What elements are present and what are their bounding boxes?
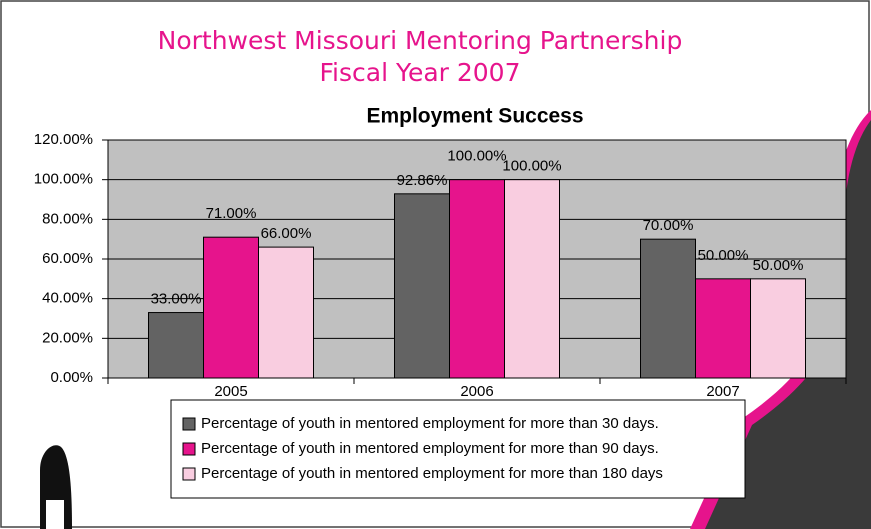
value-label: 100.00% (502, 158, 561, 175)
bar (204, 237, 259, 378)
bar (450, 180, 505, 378)
legend-swatch (183, 418, 195, 430)
value-label: 70.00% (643, 217, 694, 234)
legend-swatch (183, 443, 195, 455)
y-tick-label: 100.00% (34, 171, 93, 188)
y-tick-label: 120.00% (34, 131, 93, 148)
slide: Northwest Missouri Mentoring Partnership… (0, 0, 871, 529)
legend-label: Percentage of youth in mentored employme… (201, 440, 659, 457)
legend-swatch (183, 468, 195, 480)
legend-label: Percentage of youth in mentored employme… (201, 415, 659, 432)
bar (641, 239, 696, 378)
value-label: 66.00% (261, 225, 312, 242)
y-tick-label: 80.00% (42, 210, 93, 227)
value-label: 71.00% (206, 205, 257, 222)
y-tick-label: 20.00% (42, 329, 93, 346)
bar (149, 313, 204, 378)
slide-title: Northwest Missouri Mentoring Partnership (158, 26, 683, 55)
value-label: 50.00% (753, 257, 804, 274)
bar (259, 247, 314, 378)
x-tick-label: 2007 (706, 383, 739, 400)
bar (696, 279, 751, 378)
y-tick-label: 40.00% (42, 290, 93, 307)
bar (751, 279, 806, 378)
x-tick-label: 2006 (460, 383, 493, 400)
chart-title: Employment Success (366, 105, 583, 128)
value-label: 92.86% (397, 172, 448, 189)
y-tick-label: 0.00% (50, 369, 93, 386)
value-label: 100.00% (447, 148, 506, 165)
value-label: 33.00% (151, 291, 202, 308)
legend-label: Percentage of youth in mentored employme… (201, 465, 663, 482)
x-tick-label: 2005 (214, 383, 247, 400)
decor-shape (46, 500, 64, 529)
value-label: 50.00% (698, 247, 749, 264)
bar (505, 180, 560, 378)
bar (395, 194, 450, 378)
y-tick-label: 60.00% (42, 250, 93, 267)
slide-subtitle: Fiscal Year 2007 (320, 58, 521, 87)
